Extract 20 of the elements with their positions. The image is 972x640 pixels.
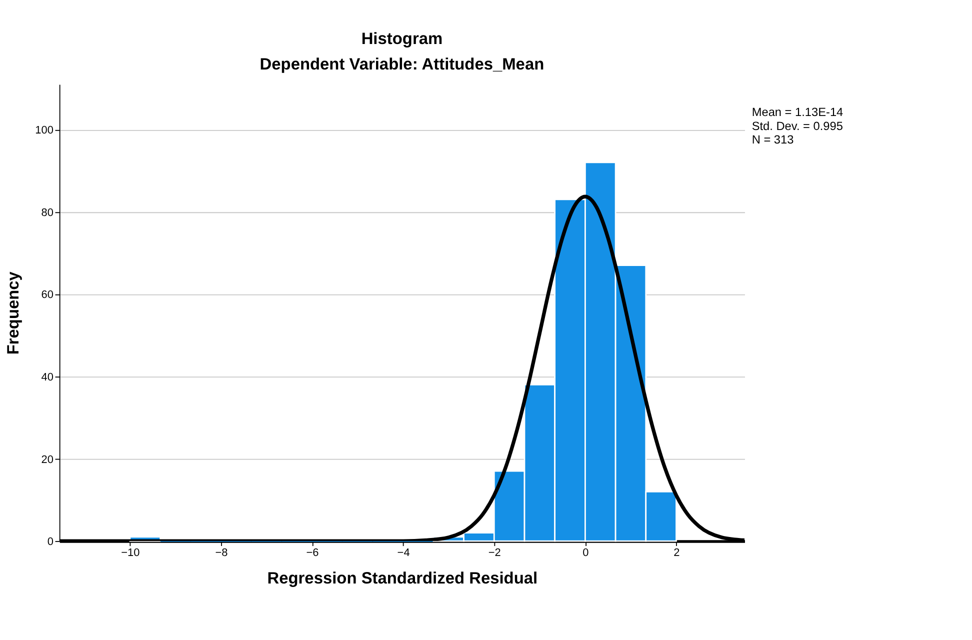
text: Mean = 1.13E-14 (752, 105, 844, 120)
chart-subtitle: Dependent Variable: Attitudes_Mean (260, 56, 544, 74)
x-axis-title: Regression Standardized Residual (267, 570, 538, 588)
y-tick-label: 0 (47, 536, 54, 548)
text: N = 313 (752, 132, 794, 147)
y-tick-label: 100 (35, 124, 54, 137)
y-tick-label: 20 (41, 454, 54, 466)
chart-title: Histogram (361, 30, 443, 48)
x-tick-label: 2 (674, 547, 680, 560)
y-tick-label: 80 (41, 206, 54, 219)
y-tick-label: 60 (41, 289, 54, 302)
y-tick-label: 40 (41, 372, 54, 384)
x-tick-label: −10 (121, 547, 140, 560)
x-tick-label: −2 (488, 547, 501, 560)
x-tick-label: −6 (306, 547, 319, 560)
x-tick-label: 0 (582, 547, 589, 560)
x-tick-label: −4 (397, 547, 410, 560)
x-tick-label: −8 (215, 547, 228, 560)
text: Std. Dev. = 0.995 (752, 118, 844, 133)
y-axis-title: Frequency (4, 270, 23, 355)
